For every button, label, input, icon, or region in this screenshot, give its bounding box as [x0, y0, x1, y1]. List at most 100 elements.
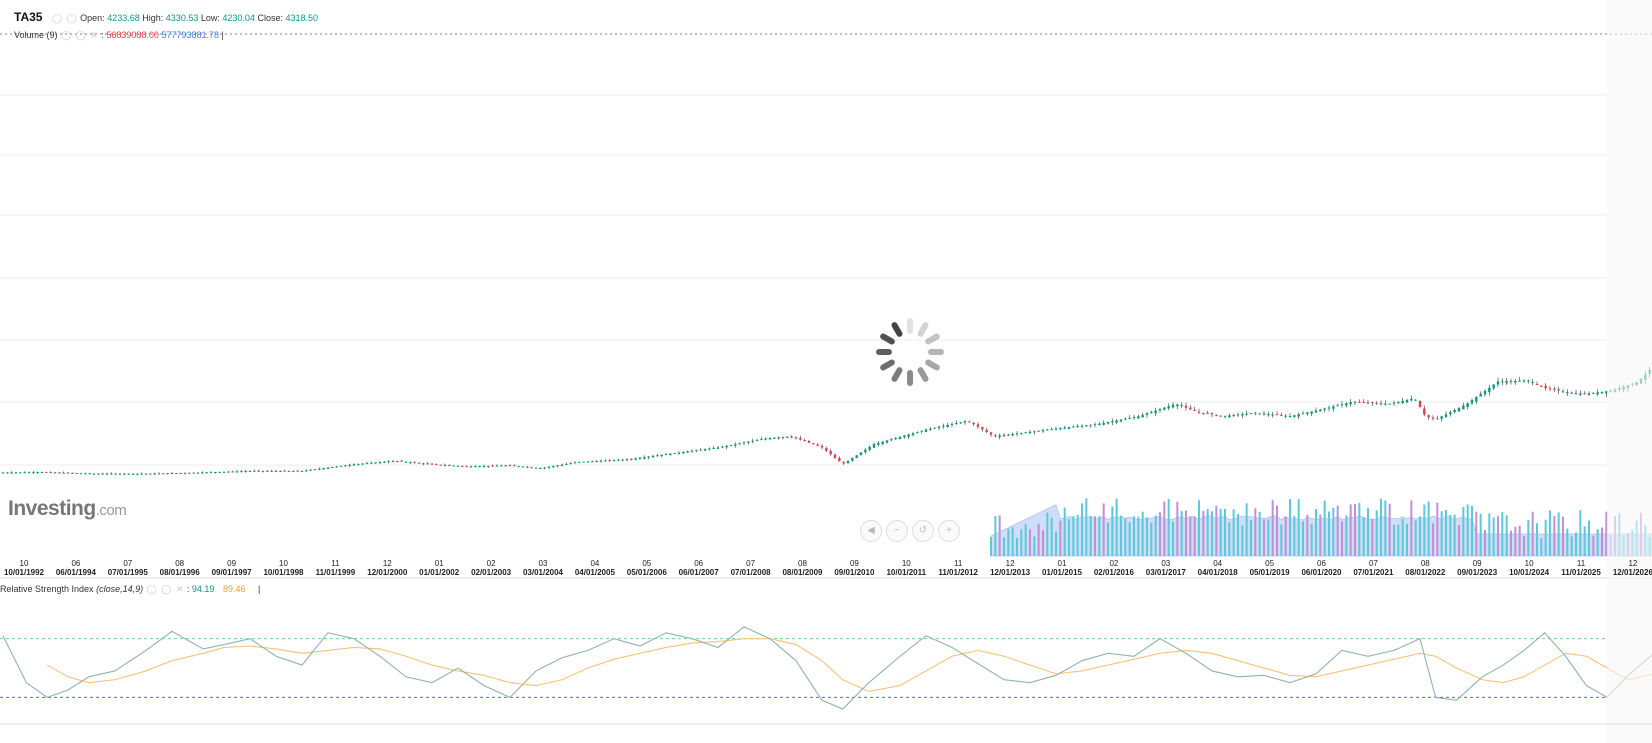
volume-bar: [1557, 512, 1560, 556]
candle: [1046, 428, 1049, 431]
x-axis-tick-bottom: 12/01/2000: [367, 568, 408, 577]
volume-bar: [1276, 505, 1278, 556]
candle: [127, 473, 130, 475]
candle: [149, 473, 152, 475]
volume-bar: [1094, 516, 1096, 556]
remove-icon[interactable]: ✕: [175, 584, 184, 594]
x-axis-tick-bottom: 11/01/2012: [938, 568, 978, 577]
scroll-left-button[interactable]: ◀: [860, 520, 882, 542]
candle: [1206, 410, 1209, 415]
volume-bar: [990, 537, 992, 556]
x-axis-tick-top: 08: [175, 559, 185, 568]
candle: [1167, 403, 1170, 411]
settings-icon[interactable]: ◯: [75, 30, 86, 40]
volume-bar: [1176, 501, 1179, 556]
candle: [1267, 411, 1270, 417]
low-value: 4230.04: [222, 13, 255, 23]
candle: [248, 470, 252, 473]
candle: [820, 444, 824, 450]
remove-icon[interactable]: ✕: [90, 30, 98, 40]
candle: [365, 461, 369, 465]
candle: [807, 439, 811, 444]
visibility-icon[interactable]: ◯: [146, 584, 157, 594]
candle: [630, 458, 633, 461]
loading-spinner-icon: [876, 318, 944, 386]
candle: [1514, 378, 1517, 385]
x-axis-tick-bottom: 06/01/2007: [678, 568, 719, 577]
candle: [1137, 414, 1140, 419]
candle: [344, 464, 347, 467]
candle: [833, 453, 837, 460]
reset-zoom-button[interactable]: ↺: [912, 520, 934, 542]
logo-main: Investing: [8, 497, 96, 520]
candle: [383, 461, 386, 464]
volume-bar: [1375, 510, 1378, 556]
candle: [1102, 420, 1105, 426]
x-axis-tick-label: 02 02/01/2003: [463, 559, 519, 577]
x-axis-tick-bottom: 01/01/2015: [1041, 568, 1083, 577]
volume-bar: [1141, 511, 1144, 556]
volume-bar: [1592, 535, 1595, 556]
candle: [920, 430, 923, 434]
settings-icon[interactable]: ◯: [66, 13, 77, 23]
zoom-out-button[interactable]: −: [886, 520, 908, 542]
low-label: Low:: [200, 13, 220, 23]
candle: [599, 459, 603, 463]
candle: [1427, 414, 1430, 421]
candle: [686, 450, 689, 453]
candle: [1150, 410, 1153, 414]
x-axis-tick-label: 01 01/01/2015: [1034, 559, 1090, 577]
candle: [313, 468, 317, 471]
settings-icon[interactable]: ◯: [161, 584, 172, 594]
x-axis-tick-label: 03 03/01/2017: [1138, 559, 1194, 577]
x-axis-tick-bottom: 09/01/2023: [1457, 568, 1498, 577]
candle: [209, 471, 213, 474]
candle: [426, 461, 429, 465]
x-axis-tick-label: 09 09/01/2023: [1449, 559, 1505, 577]
candle: [452, 465, 455, 467]
candle: [1132, 414, 1136, 420]
candle: [734, 442, 737, 448]
spinner-segment: [907, 370, 913, 386]
rsi-separator: :: [186, 584, 190, 594]
volume-bar: [1410, 500, 1413, 556]
volume-bar: [1492, 517, 1495, 556]
x-axis-tick-label: 08 08/01/2022: [1397, 559, 1453, 577]
visibility-icon[interactable]: ◯: [51, 13, 63, 23]
spinner-segment: [917, 367, 929, 382]
volume-bar: [1393, 525, 1395, 556]
candle: [391, 459, 395, 463]
x-axis-tick-label: 04 04/01/2018: [1190, 559, 1246, 577]
volume-bar: [1596, 529, 1599, 556]
candle: [669, 453, 672, 456]
visibility-icon[interactable]: ◯: [61, 30, 72, 40]
volume-bar: [1237, 514, 1239, 556]
candle: [816, 443, 819, 447]
candle: [898, 436, 902, 440]
symbol-label: TA35: [14, 10, 43, 24]
x-axis-tick-top: 05: [1265, 559, 1275, 568]
candle: [1202, 412, 1205, 416]
candle: [1323, 407, 1326, 413]
volume-bar: [1293, 515, 1296, 556]
candle: [196, 471, 200, 474]
candle: [604, 459, 607, 462]
volume-bar: [1566, 528, 1569, 556]
candle: [32, 470, 35, 475]
candle: [153, 472, 156, 475]
volume-bar: [1579, 510, 1582, 556]
spinner-segment: [925, 333, 940, 345]
candle: [937, 425, 941, 431]
candle: [1423, 405, 1426, 417]
zoom-in-button[interactable]: +: [938, 520, 960, 542]
candle: [1258, 413, 1261, 415]
candle: [1587, 391, 1591, 397]
x-axis-tick-top: 08: [798, 559, 807, 568]
volume-bar: [1540, 537, 1543, 556]
volume-bar: [1107, 522, 1109, 556]
candle: [1067, 426, 1071, 430]
volume-bar: [1154, 515, 1157, 556]
x-axis-tick-top: 10: [279, 559, 288, 568]
candle: [500, 464, 503, 467]
